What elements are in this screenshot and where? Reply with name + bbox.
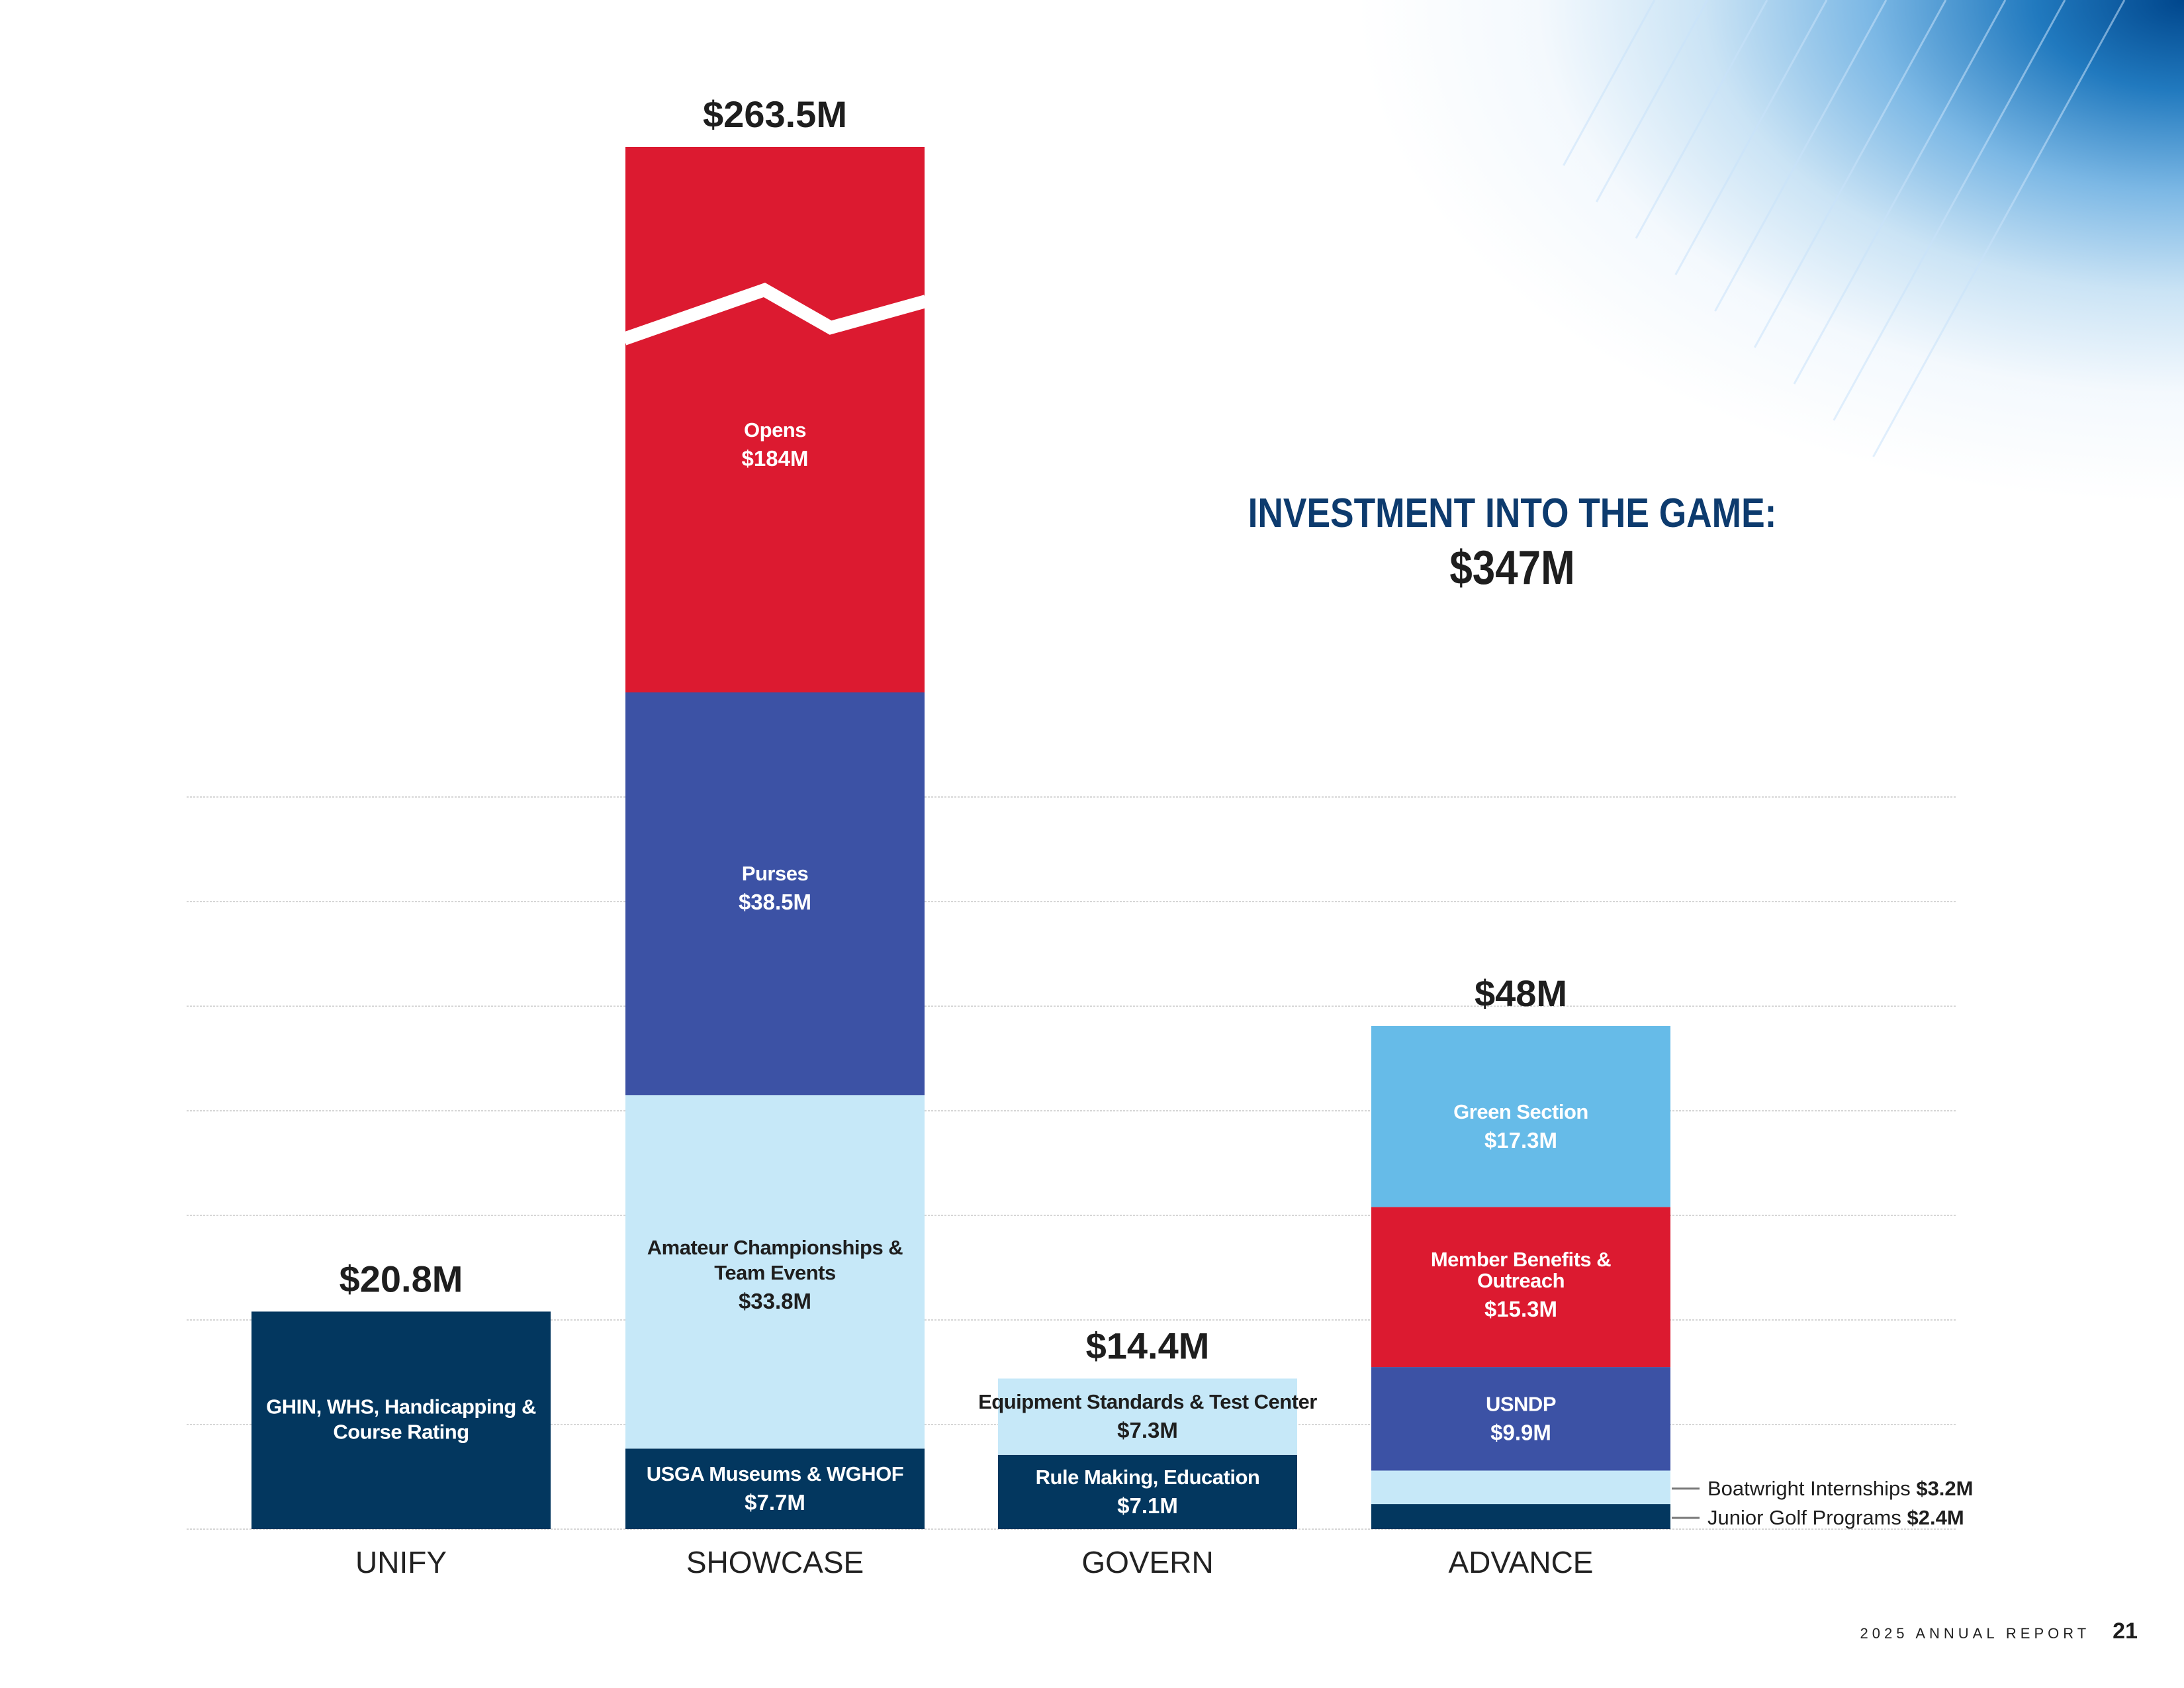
segment-name-label: Purses xyxy=(742,862,808,885)
page-number: 21 xyxy=(2113,1618,2138,1644)
segment-value-label: $33.8M xyxy=(739,1289,811,1313)
bar-segment xyxy=(625,1095,925,1449)
category-label: ADVANCE xyxy=(1449,1545,1594,1579)
bar-segment xyxy=(1371,1026,1670,1207)
segment-name-label: Outreach xyxy=(1477,1269,1565,1292)
bar-total-label: $20.8M xyxy=(340,1258,463,1299)
segment-name-label: Equipment Standards & Test Center xyxy=(978,1390,1317,1413)
bar-segment xyxy=(998,1378,1297,1455)
segment-value-label: $38.5M xyxy=(739,890,811,914)
segment-value-label: $7.7M xyxy=(745,1490,805,1515)
headline-total: $347M xyxy=(1449,541,1575,594)
bar-segment xyxy=(625,692,925,1096)
callout-name: Junior Golf Programs xyxy=(1707,1506,1907,1529)
segment-name-label: Team Events xyxy=(714,1261,835,1284)
segment-value-label: $7.3M xyxy=(1117,1418,1178,1442)
category-label: GOVERN xyxy=(1081,1545,1213,1579)
bar-segment xyxy=(251,1311,551,1529)
bar-segment xyxy=(1371,1470,1670,1505)
segment-name-label: Opens xyxy=(744,418,806,442)
bar-segment xyxy=(1371,1504,1670,1529)
callout-name: Boatwright Internships xyxy=(1707,1477,1916,1500)
headline-title: INVESTMENT INTO THE GAME: xyxy=(1248,491,1777,536)
segment-name-label: USNDP xyxy=(1486,1392,1556,1415)
callout-label: Boatwright Internships $3.2M xyxy=(1707,1477,1974,1500)
footer-report-title: 2025 ANNUAL REPORT xyxy=(1860,1625,2091,1642)
segment-value-label: $7.1M xyxy=(1117,1493,1178,1518)
bar-segment xyxy=(998,1454,1297,1529)
segment-name-label: GHIN, WHS, Handicapping & xyxy=(266,1395,536,1419)
bar-segment xyxy=(625,147,925,692)
bar-total-label: $263.5M xyxy=(703,93,847,135)
segment-name-label: Green Section xyxy=(1453,1100,1588,1123)
segment-name-label: Member Benefits & xyxy=(1431,1248,1611,1271)
callout-value: $3.2M xyxy=(1916,1477,1973,1500)
segment-name-label: Rule Making, Education xyxy=(1036,1466,1260,1489)
segment-value-label: $9.9M xyxy=(1490,1420,1551,1444)
category-label: UNIFY xyxy=(355,1545,447,1579)
bar-total-label: $14.4M xyxy=(1086,1325,1210,1366)
segment-value-label: $17.3M xyxy=(1484,1128,1557,1152)
bar-labels: GHIN, WHS, Handicapping &Course Rating $2… xyxy=(266,93,1973,1579)
bar-segment xyxy=(1371,1207,1670,1368)
category-label: SHOWCASE xyxy=(686,1545,864,1579)
bar-segment xyxy=(625,1448,925,1529)
segment-value-label: $184M xyxy=(742,446,809,471)
segment-name-label: Course Rating xyxy=(333,1421,469,1444)
bar-total-label: $48M xyxy=(1475,972,1567,1014)
segment-name-label: USGA Museums & WGHOF xyxy=(647,1462,903,1485)
bar-segment xyxy=(1371,1367,1670,1471)
callout-value: $2.4M xyxy=(1907,1506,1964,1529)
headline: INVESTMENT INTO THE GAME: $347M xyxy=(1125,490,1899,595)
axis-break-mark xyxy=(621,283,928,346)
bars xyxy=(251,147,1670,1529)
page-footer: 2025 ANNUAL REPORT 21 xyxy=(1860,1618,2138,1644)
segment-name-label: Amateur Championships & xyxy=(647,1236,903,1259)
callout-label: Junior Golf Programs $2.4M xyxy=(1707,1506,1964,1529)
segment-value-label: $15.3M xyxy=(1484,1297,1557,1321)
